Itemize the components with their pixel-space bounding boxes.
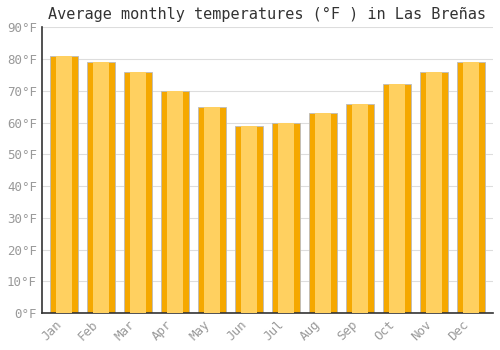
Bar: [388, 84, 405, 313]
Bar: [426, 72, 442, 313]
Bar: [198, 107, 226, 313]
Bar: [420, 72, 448, 313]
Bar: [314, 113, 331, 313]
Bar: [462, 62, 479, 313]
Bar: [92, 62, 110, 313]
Bar: [240, 126, 258, 313]
Bar: [166, 91, 184, 313]
Bar: [161, 91, 189, 313]
Bar: [309, 113, 337, 313]
Bar: [352, 104, 368, 313]
Bar: [383, 84, 411, 313]
Bar: [130, 72, 146, 313]
Bar: [235, 126, 263, 313]
Bar: [272, 122, 300, 313]
Bar: [87, 62, 115, 313]
Bar: [346, 104, 374, 313]
Bar: [278, 122, 294, 313]
Bar: [457, 62, 484, 313]
Bar: [56, 56, 72, 313]
Bar: [124, 72, 152, 313]
Bar: [204, 107, 220, 313]
Title: Average monthly temperatures (°F ) in Las Breñas: Average monthly temperatures (°F ) in La…: [48, 7, 486, 22]
Bar: [50, 56, 78, 313]
